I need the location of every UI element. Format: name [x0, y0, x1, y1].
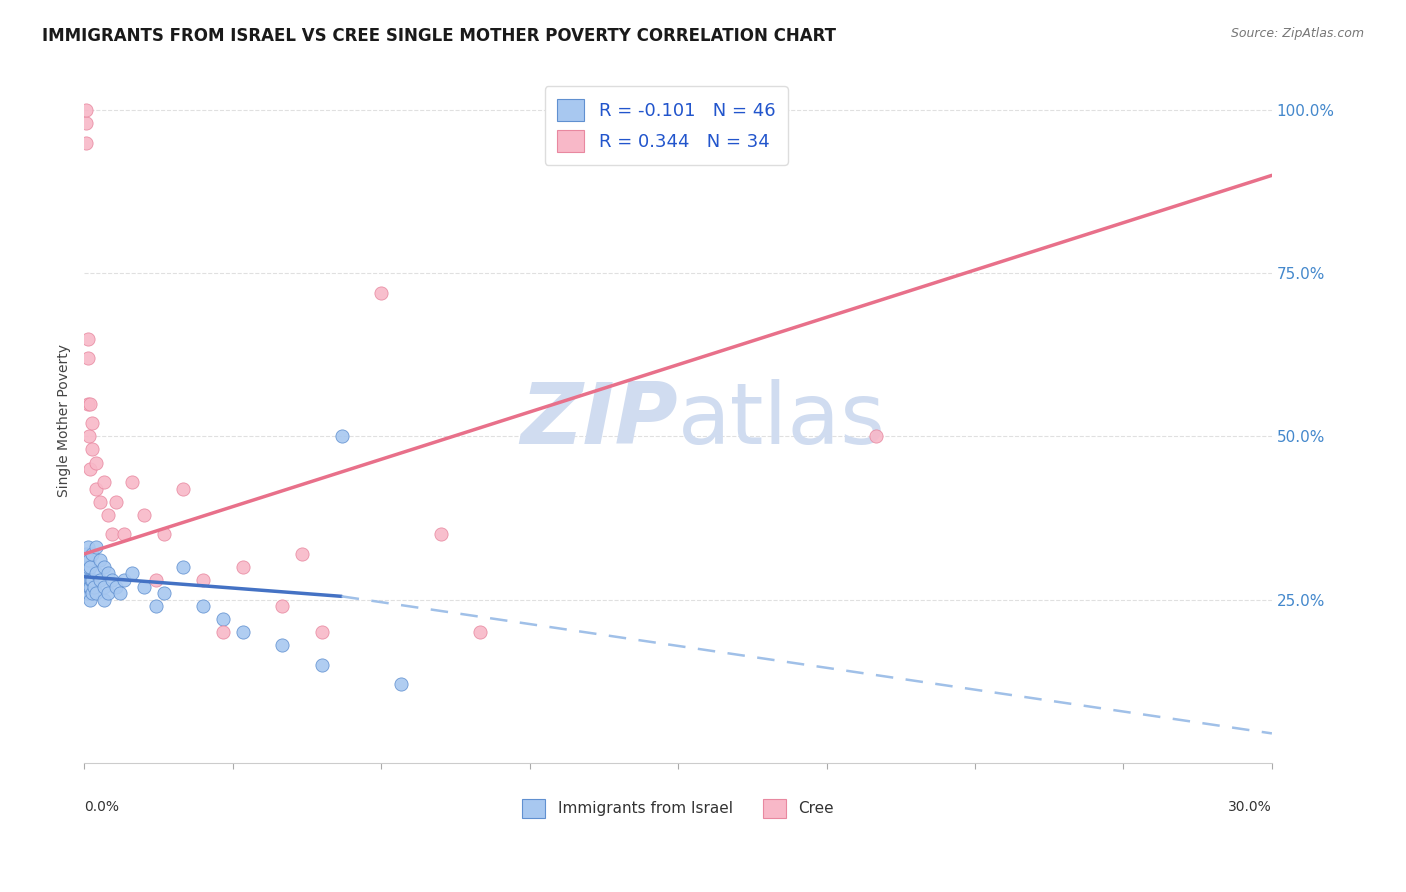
Point	[75, 573, 97, 587]
Point	[232, 560, 254, 574]
Point	[112, 573, 135, 587]
Point	[82, 586, 104, 600]
Point	[82, 573, 104, 587]
Text: Source: ZipAtlas.com: Source: ZipAtlas.com	[1230, 27, 1364, 40]
Y-axis label: Single Mother Poverty: Single Mother Poverty	[58, 343, 72, 497]
Point	[232, 625, 254, 640]
Point	[93, 560, 115, 574]
Point	[77, 429, 100, 443]
Point	[191, 599, 214, 614]
Point	[97, 586, 120, 600]
Point	[121, 566, 143, 581]
Point	[84, 482, 107, 496]
Text: 30.0%: 30.0%	[1229, 800, 1272, 814]
Point	[77, 541, 100, 555]
Point	[93, 592, 115, 607]
Legend: R = -0.101   N = 46, R = 0.344   N = 34: R = -0.101 N = 46, R = 0.344 N = 34	[544, 87, 789, 165]
Point	[89, 553, 111, 567]
Point	[97, 566, 120, 581]
Point	[80, 573, 103, 587]
Point	[93, 475, 115, 489]
Point	[75, 580, 97, 594]
Point	[79, 580, 101, 594]
Text: IMMIGRANTS FROM ISRAEL VS CREE SINGLE MOTHER POVERTY CORRELATION CHART: IMMIGRANTS FROM ISRAEL VS CREE SINGLE MO…	[42, 27, 837, 45]
Point	[82, 547, 104, 561]
Point	[84, 456, 107, 470]
Point	[101, 527, 124, 541]
Point	[121, 475, 143, 489]
Point	[108, 586, 131, 600]
Point	[77, 553, 100, 567]
Point	[212, 625, 235, 640]
Point	[79, 592, 101, 607]
Point	[75, 547, 97, 561]
Point	[79, 560, 101, 574]
Point	[389, 677, 412, 691]
Point	[75, 116, 97, 130]
Point	[76, 580, 98, 594]
Point	[89, 573, 111, 587]
Point	[330, 429, 353, 443]
Point	[101, 573, 124, 587]
Point	[470, 625, 492, 640]
Point	[84, 566, 107, 581]
Point	[429, 527, 451, 541]
Point	[76, 566, 98, 581]
Point	[84, 586, 107, 600]
Point	[152, 527, 174, 541]
Point	[105, 580, 128, 594]
Point	[75, 560, 97, 574]
Text: atlas: atlas	[678, 378, 886, 462]
Point	[172, 560, 194, 574]
Point	[370, 285, 392, 300]
Point	[105, 494, 128, 508]
Point	[132, 580, 155, 594]
Point	[82, 442, 104, 457]
Point	[145, 599, 167, 614]
Point	[112, 527, 135, 541]
Point	[172, 482, 194, 496]
Point	[93, 580, 115, 594]
Point	[152, 586, 174, 600]
Point	[77, 580, 100, 594]
Point	[291, 547, 314, 561]
Point	[75, 136, 97, 150]
Point	[132, 508, 155, 522]
Point	[77, 586, 100, 600]
Point	[271, 599, 294, 614]
Point	[77, 332, 100, 346]
Point	[865, 429, 887, 443]
Point	[212, 612, 235, 626]
Point	[145, 573, 167, 587]
Point	[271, 638, 294, 652]
Point	[79, 397, 101, 411]
Point	[77, 397, 100, 411]
Point	[89, 494, 111, 508]
Point	[82, 417, 104, 431]
Point	[75, 103, 97, 117]
Point	[76, 351, 98, 365]
Point	[311, 657, 333, 672]
Point	[84, 541, 107, 555]
Point	[97, 508, 120, 522]
Point	[77, 560, 100, 574]
Point	[79, 462, 101, 476]
Point	[311, 625, 333, 640]
Text: ZIP: ZIP	[520, 378, 678, 462]
Text: 0.0%: 0.0%	[84, 800, 120, 814]
Point	[191, 573, 214, 587]
Point	[83, 580, 105, 594]
Point	[77, 573, 100, 587]
